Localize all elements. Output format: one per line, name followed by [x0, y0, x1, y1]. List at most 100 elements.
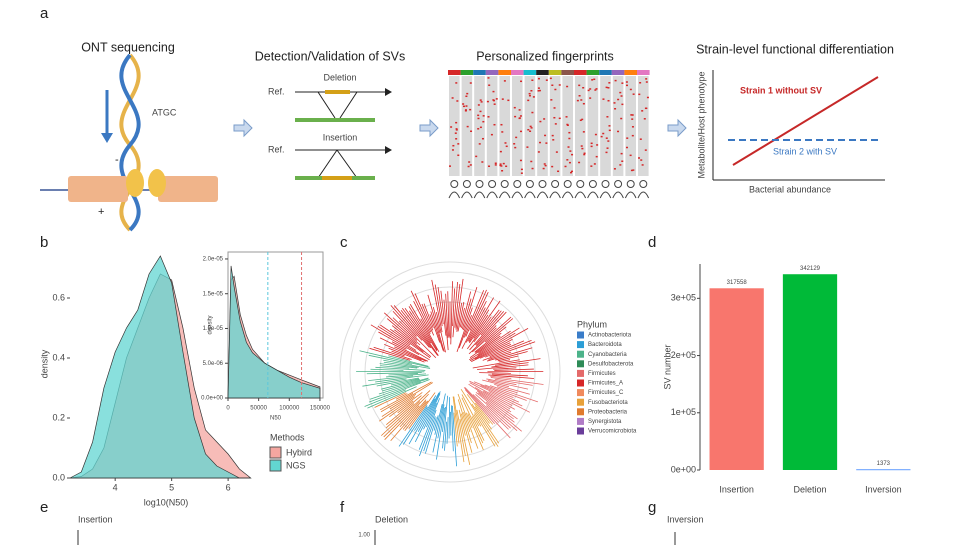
cell: [620, 95, 623, 97]
person-body: [549, 191, 561, 199]
cell: [488, 84, 491, 86]
branch: [423, 393, 441, 430]
branch: [460, 291, 472, 329]
cell: [583, 152, 586, 155]
branch: [379, 363, 418, 369]
branch: [375, 366, 426, 371]
sample-column: [499, 76, 510, 176]
y-tick-label: 0.6: [52, 292, 65, 302]
cell: [469, 108, 472, 111]
branch: [479, 372, 511, 374]
branch: [369, 381, 421, 400]
cell: [513, 143, 516, 145]
sample-column: [600, 76, 611, 176]
legend-swatch: [577, 350, 584, 358]
branch: [391, 341, 407, 350]
cell: [614, 79, 617, 82]
legend-swatch: [577, 389, 584, 397]
branch: [458, 409, 466, 436]
person-head: [601, 180, 610, 188]
cell: [644, 149, 647, 151]
heading: ONT sequencing: [81, 40, 175, 54]
cell: [545, 142, 548, 144]
panel-label: a: [40, 5, 49, 22]
cell: [629, 88, 632, 91]
cell: [632, 93, 635, 95]
color-strip: [574, 70, 587, 75]
cell: [595, 155, 598, 158]
branch: [379, 337, 429, 362]
branch: [380, 365, 410, 369]
branch: [460, 413, 473, 453]
branch: [474, 326, 507, 353]
cell: [565, 116, 568, 118]
branch: [475, 394, 518, 432]
branch: [475, 325, 497, 346]
y-tick-label: 1.5e-05: [203, 291, 224, 297]
cell: [631, 126, 634, 128]
cell: [568, 131, 571, 134]
cell: [566, 123, 569, 126]
sample-column: [625, 76, 636, 176]
trend-line: [732, 76, 879, 166]
cell: [550, 99, 553, 101]
cell: [570, 171, 573, 174]
heading: Personalized fingerprints: [476, 49, 614, 63]
person-body: [524, 191, 536, 199]
fingerprint-heatmap: [448, 70, 650, 199]
legend-swatch: [577, 341, 584, 349]
sample-column: [512, 76, 523, 176]
cell: [591, 79, 594, 81]
decoration: [40, 53, 885, 545]
panel-label: g: [648, 499, 656, 516]
branch: [431, 279, 443, 333]
flow-arrow: [233, 118, 253, 138]
person-head: [538, 180, 547, 188]
cell: [482, 120, 485, 123]
branch: [374, 392, 407, 408]
legend-swatch: [269, 459, 282, 472]
cell: [479, 99, 482, 101]
branch: [401, 308, 439, 356]
subtitle: Deletion: [375, 514, 408, 524]
color-strip: [611, 70, 625, 75]
sample-column: [474, 76, 485, 176]
branch: [367, 386, 417, 409]
person-body: [637, 191, 650, 199]
cell: [501, 169, 504, 172]
branch: [390, 399, 427, 441]
x-tick-label: 150000: [310, 406, 331, 412]
cell: [520, 80, 523, 83]
panel-label: c: [340, 234, 348, 251]
branch: [456, 307, 473, 353]
cell: [606, 147, 609, 149]
branch: [479, 343, 512, 359]
y-tick-label: 1e+05: [671, 407, 696, 417]
cell: [500, 165, 503, 167]
cell: [608, 125, 611, 127]
branch: [473, 309, 500, 343]
branch: [402, 401, 427, 430]
y-tick-label: 0e+00: [671, 464, 696, 474]
cell: [617, 130, 620, 133]
cell: [580, 99, 583, 101]
cell: [605, 86, 608, 89]
cell: [646, 96, 649, 99]
cell: [492, 99, 495, 102]
cell: [620, 117, 623, 120]
branch: [474, 406, 492, 430]
pore: [148, 169, 166, 197]
cell: [520, 172, 523, 174]
y-tick-label: 5.0e-06: [203, 361, 224, 367]
branch: [381, 377, 429, 392]
cell: [558, 117, 561, 120]
cell: [641, 164, 644, 166]
branch: [394, 329, 424, 353]
branch: [480, 385, 520, 403]
branch: [388, 373, 418, 376]
cell: [589, 88, 592, 90]
cell: [594, 133, 597, 136]
cell: [450, 126, 453, 128]
cell: [487, 77, 490, 79]
cell: [519, 115, 522, 117]
